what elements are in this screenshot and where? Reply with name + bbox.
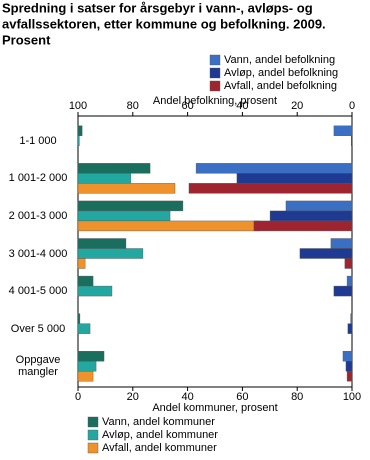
bar	[346, 275, 353, 287]
bar	[346, 371, 353, 382]
bar	[77, 371, 94, 382]
bar	[77, 248, 144, 259]
category-label: 1 001-2 000	[8, 172, 68, 185]
legend-swatch	[209, 54, 221, 66]
x2-tick-label: 0	[349, 100, 355, 112]
category-label: 4 001-5 000	[8, 285, 68, 298]
bar	[195, 163, 353, 174]
category-label: 2 001-3 000	[8, 209, 68, 222]
bar	[77, 173, 132, 184]
bar	[77, 275, 94, 287]
category-label: 1-1 000	[19, 134, 57, 147]
x2-tick-label: 40	[236, 100, 248, 112]
category-label: 3 001-4 000	[8, 247, 68, 260]
bar	[342, 351, 353, 362]
bar	[299, 248, 353, 259]
bar	[333, 285, 353, 297]
x-axis-title: Andel kommuner, prosent	[152, 402, 277, 414]
chart-title: avfallssektoren, etter kommune og befolk…	[2, 16, 326, 31]
bar	[344, 258, 353, 269]
bar	[77, 163, 151, 174]
bar	[333, 125, 353, 136]
bar	[77, 238, 127, 249]
bar	[345, 361, 353, 372]
x2-tick-label: 80	[127, 100, 139, 112]
legend-swatch	[87, 429, 99, 441]
bar	[77, 258, 86, 269]
bar	[77, 183, 176, 194]
x-tick-label: 20	[127, 391, 139, 403]
bar	[285, 200, 353, 212]
bar	[77, 351, 105, 362]
x2-tick-label: 20	[291, 100, 303, 112]
x-tick-label: 0	[75, 391, 81, 403]
bar	[347, 323, 353, 334]
bar	[77, 220, 261, 232]
bar	[77, 285, 113, 297]
x-tick-label: 60	[236, 391, 248, 403]
legend-label: Avfall, andel befolkning	[224, 80, 337, 92]
legend-swatch	[87, 416, 99, 428]
bar	[253, 220, 353, 232]
x-tick-label: 80	[291, 391, 303, 403]
chart-title: Spredning i satser for årsgebyr i vann-,…	[2, 0, 313, 15]
x2-tick-label: 60	[181, 100, 193, 112]
bar	[350, 135, 353, 146]
legend-swatch	[209, 80, 221, 92]
legend-label: Vann, andel befolkning	[224, 54, 335, 66]
bar	[236, 173, 353, 184]
category-label: Oppgave mangler	[15, 354, 61, 379]
legend-label: Avløp, andel kommuner	[102, 429, 218, 441]
bar	[269, 210, 353, 222]
legend-label: Avfall, andel kommuner	[102, 442, 217, 454]
chart-title: Prosent	[2, 32, 51, 47]
bar	[77, 210, 171, 222]
legend-swatch	[209, 67, 221, 79]
x2-axis-title: Andel befolkning, prosent	[153, 95, 277, 107]
x-tick-label: 100	[343, 391, 361, 403]
bar	[77, 135, 80, 146]
bar	[350, 313, 353, 324]
bar	[77, 313, 81, 324]
x2-tick-label: 100	[69, 100, 87, 112]
legend-label: Vann, andel kommuner	[102, 416, 215, 428]
bar	[77, 125, 83, 136]
bar	[77, 323, 91, 334]
category-label: Over 5 000	[10, 322, 66, 335]
legend-swatch	[87, 442, 99, 454]
x-tick-label: 40	[181, 391, 193, 403]
bar	[77, 200, 184, 212]
bar	[77, 361, 97, 372]
bar	[188, 183, 353, 194]
legend-label: Avløp, andel befolkning	[224, 67, 338, 79]
bar	[330, 238, 353, 249]
